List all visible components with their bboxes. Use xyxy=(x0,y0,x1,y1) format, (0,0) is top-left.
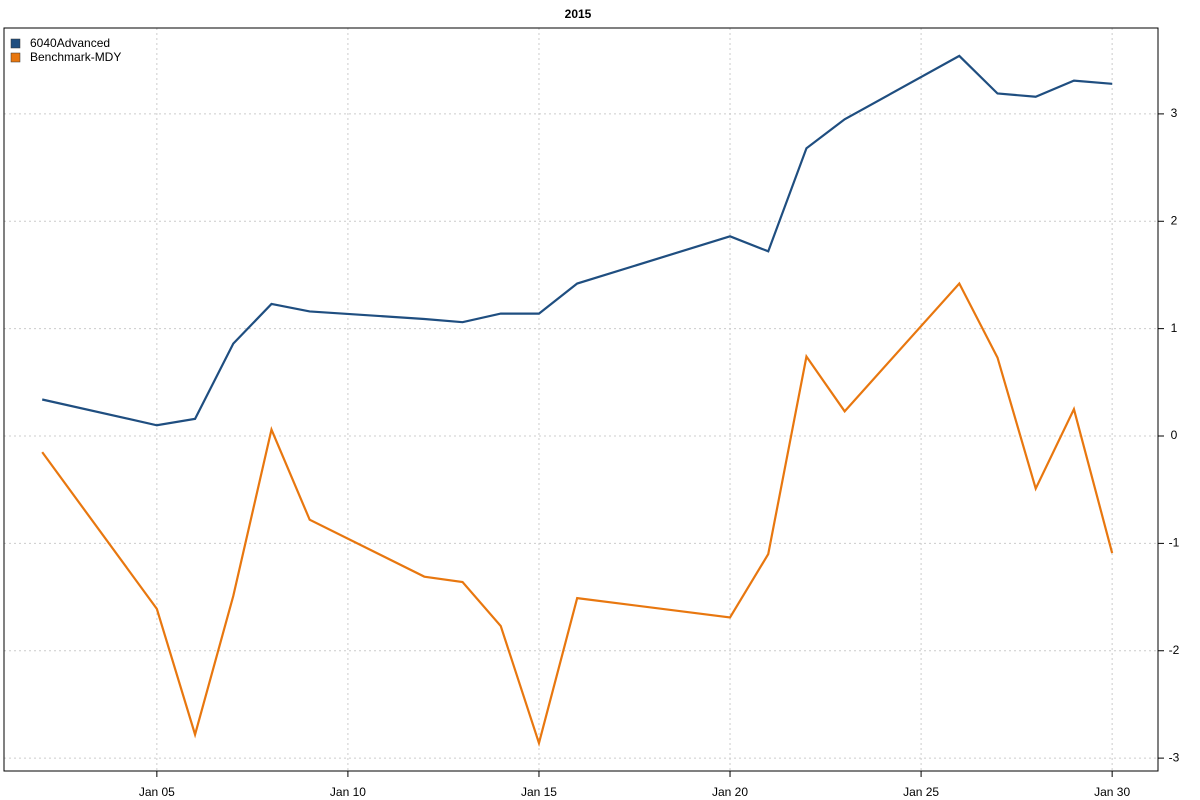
x-tick-label: Jan 15 xyxy=(521,785,557,799)
legend-label: 6040Advanced xyxy=(30,36,110,50)
y-tick-label: 0 xyxy=(1171,428,1178,442)
y-tick-label: -2 xyxy=(1169,643,1180,657)
chart-title: 2015 xyxy=(565,7,592,21)
series-line xyxy=(41,54,1113,427)
y-tick-label: 1 xyxy=(1171,321,1178,335)
y-tick-label: 2 xyxy=(1171,213,1178,227)
y-tick-label: 3 xyxy=(1171,106,1178,120)
y-tick-label: -1 xyxy=(1169,536,1180,550)
legend-label: Benchmark-MDY xyxy=(30,50,121,64)
x-tick-label: Jan 25 xyxy=(903,785,939,799)
x-tick-label: Jan 10 xyxy=(330,785,366,799)
plot-frame xyxy=(3,27,1159,772)
x-tick-label: Jan 20 xyxy=(712,785,748,799)
legend-swatch xyxy=(10,52,21,63)
x-tick-label: Jan 30 xyxy=(1094,785,1130,799)
y-tick-label: -3 xyxy=(1169,750,1180,764)
legend-swatch xyxy=(10,38,21,49)
x-tick-label: Jan 05 xyxy=(139,785,175,799)
series-line xyxy=(41,281,1114,747)
